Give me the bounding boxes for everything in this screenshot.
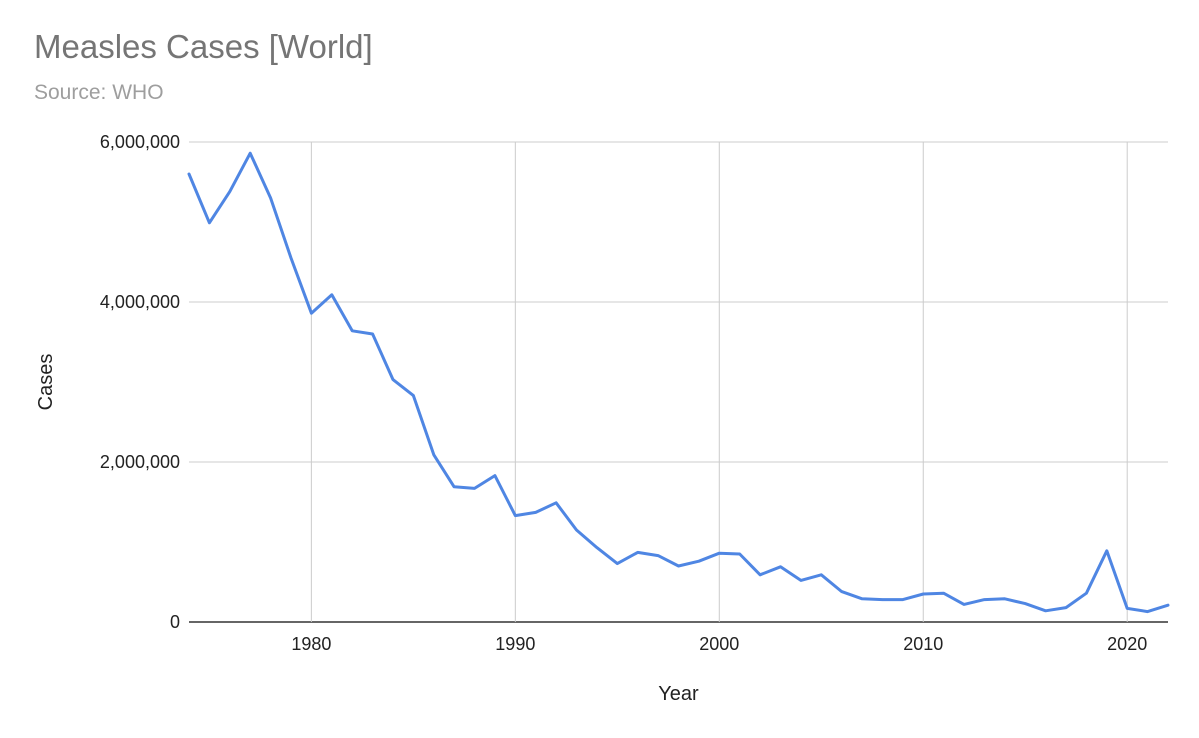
- x-axis-title: Year: [658, 683, 699, 705]
- y-tick-label: 4,000,000: [100, 292, 180, 312]
- x-tick-label: 2000: [699, 634, 739, 654]
- y-axis-title: Cases: [35, 354, 57, 411]
- x-tick-label: 1990: [495, 634, 535, 654]
- x-axis-ticks: 1980 1990 2000 2010 2020: [291, 634, 1147, 654]
- y-tick-label: 0: [170, 612, 180, 632]
- x-tick-label: 1980: [291, 634, 331, 654]
- chart-title: Measles Cases [World]: [34, 28, 373, 65]
- chart-subtitle: Source: WHO: [34, 81, 164, 104]
- x-tick-label: 2010: [903, 634, 943, 654]
- series-line: [187, 151, 1170, 614]
- y-tick-label: 6,000,000: [100, 132, 180, 152]
- y-axis-ticks: 0 2,000,000 4,000,000 6,000,000: [100, 132, 180, 632]
- x-tick-label: 2020: [1107, 634, 1147, 654]
- y-tick-label: 2,000,000: [100, 452, 180, 472]
- gridlines: [189, 141, 1168, 623]
- series-group: [187, 151, 1170, 614]
